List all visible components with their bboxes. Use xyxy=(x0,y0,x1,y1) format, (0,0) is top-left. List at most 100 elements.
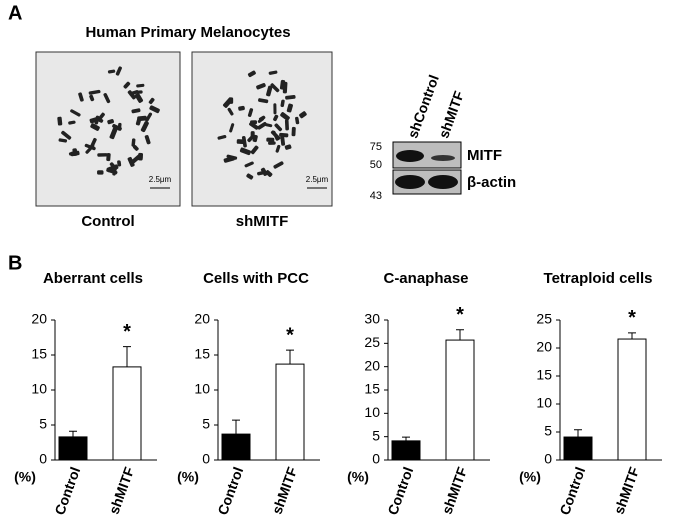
chromosome xyxy=(275,144,281,153)
x-tick-label: shMITF xyxy=(611,464,643,516)
chromosome xyxy=(135,90,143,94)
chart-title: Aberrant cells xyxy=(43,270,143,287)
scale-label: 2.5μm xyxy=(149,175,172,184)
bar xyxy=(112,366,142,461)
significance: * xyxy=(123,321,131,343)
panel-title: Human Primary Melanocytes xyxy=(85,24,290,41)
panel-label: B xyxy=(8,252,22,274)
chromosome xyxy=(107,119,114,125)
chromosome xyxy=(78,92,84,102)
chromosome xyxy=(247,70,256,78)
marker-label: 50 xyxy=(370,159,382,171)
chromosome xyxy=(285,95,296,100)
micrograph-label: shMITF xyxy=(236,213,289,230)
y-axis-label: (%) xyxy=(519,469,541,485)
chromosome xyxy=(96,117,104,123)
chromosome xyxy=(260,167,268,176)
bar xyxy=(617,338,647,461)
x-tick-label: Control xyxy=(384,465,416,517)
chromosome xyxy=(299,111,307,119)
x-tick-label: shMITF xyxy=(269,464,301,516)
y-tick-label: 20 xyxy=(364,357,380,373)
micrograph xyxy=(191,51,333,207)
x-tick-label: Control xyxy=(214,465,246,517)
chromosome xyxy=(257,117,265,123)
chromosome xyxy=(284,144,292,150)
chromosome xyxy=(241,135,247,148)
chromosome xyxy=(58,138,68,143)
x-tick-label: Control xyxy=(556,465,588,517)
significance: * xyxy=(286,324,294,346)
error-bar xyxy=(232,419,240,435)
y-tick-label: 30 xyxy=(364,311,380,327)
chromosome xyxy=(266,137,275,142)
bar xyxy=(58,436,88,461)
y-tick-label: 15 xyxy=(536,367,552,383)
micrograph xyxy=(35,51,181,207)
chromosome xyxy=(252,134,258,143)
chromosome xyxy=(246,173,254,180)
error-bar xyxy=(456,329,464,341)
y-tick-label: 15 xyxy=(31,346,47,362)
chromosome xyxy=(123,81,131,89)
marker-label: 75 xyxy=(370,141,382,153)
chromosome xyxy=(273,103,277,115)
chromosome xyxy=(137,115,147,122)
y-tick-label: 5 xyxy=(544,423,552,439)
chromosome xyxy=(280,135,286,146)
error-bar xyxy=(574,429,582,438)
y-tick-label: 15 xyxy=(194,346,210,362)
chromosome xyxy=(268,70,278,75)
y-tick-label: 20 xyxy=(194,311,210,327)
chromosome xyxy=(127,90,136,100)
chromosome xyxy=(84,143,96,151)
blot-frame xyxy=(392,141,462,169)
y-axis-label: (%) xyxy=(347,469,369,485)
panel-label: A xyxy=(8,2,22,24)
chromosome xyxy=(61,130,72,140)
chromosome xyxy=(284,119,289,131)
y-tick-label: 0 xyxy=(544,451,552,467)
chromosome xyxy=(291,126,296,137)
chromosome xyxy=(131,108,141,114)
y-tick-label: 10 xyxy=(194,381,210,397)
chromosome xyxy=(68,151,77,156)
bar xyxy=(563,436,593,461)
chromosome xyxy=(130,154,142,164)
chromosome xyxy=(131,138,136,147)
bar xyxy=(391,440,421,461)
chromosome xyxy=(268,141,276,145)
chromosome xyxy=(226,154,238,160)
chromosome xyxy=(258,98,269,104)
scale-label: 2.5μm xyxy=(306,175,329,184)
error-bar xyxy=(628,332,636,340)
error-bar xyxy=(69,430,77,437)
x-tick-label: shMITF xyxy=(439,464,471,516)
chromosome xyxy=(70,109,81,117)
y-tick-label: 25 xyxy=(536,311,552,327)
y-tick-label: 20 xyxy=(536,339,552,355)
y-tick-label: 5 xyxy=(202,416,210,432)
y-tick-label: 10 xyxy=(536,395,552,411)
chromosome xyxy=(239,147,251,156)
chromosome xyxy=(90,123,100,131)
chromosome xyxy=(270,83,280,93)
y-tick-label: 5 xyxy=(372,427,380,443)
chromosome xyxy=(148,97,155,105)
y-tick-label: 0 xyxy=(39,451,47,467)
chromosome xyxy=(88,89,101,95)
chromosome xyxy=(97,153,108,157)
x-tick-label: shMITF xyxy=(106,464,138,516)
chromosome xyxy=(89,137,97,149)
chromosome xyxy=(229,123,235,133)
chromosome xyxy=(144,135,151,145)
chart-title: Tetraploid cells xyxy=(544,270,653,287)
y-tick-label: 25 xyxy=(364,334,380,350)
error-bar xyxy=(286,349,294,365)
chromosome xyxy=(68,120,76,125)
chromosome xyxy=(117,160,122,167)
chromosome xyxy=(286,103,293,113)
chart-title: Cells with PCC xyxy=(203,270,309,287)
